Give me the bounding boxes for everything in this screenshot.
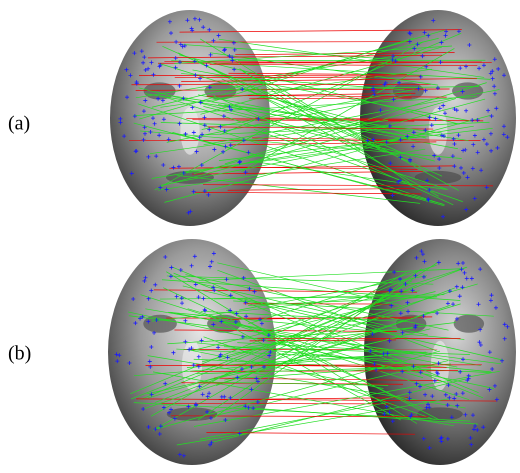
page: (a) (b) (() => { const data = JSON.parse… [0, 0, 520, 473]
face-eye [143, 315, 177, 333]
face-mouth [415, 171, 462, 184]
figure: (a) (b) [0, 0, 520, 473]
face-mouth [166, 171, 214, 184]
panels [108, 10, 516, 465]
face-nose [180, 107, 199, 155]
panel-label: (b) [8, 343, 31, 365]
panel-label: (a) [8, 113, 30, 135]
face-eye [454, 315, 484, 333]
